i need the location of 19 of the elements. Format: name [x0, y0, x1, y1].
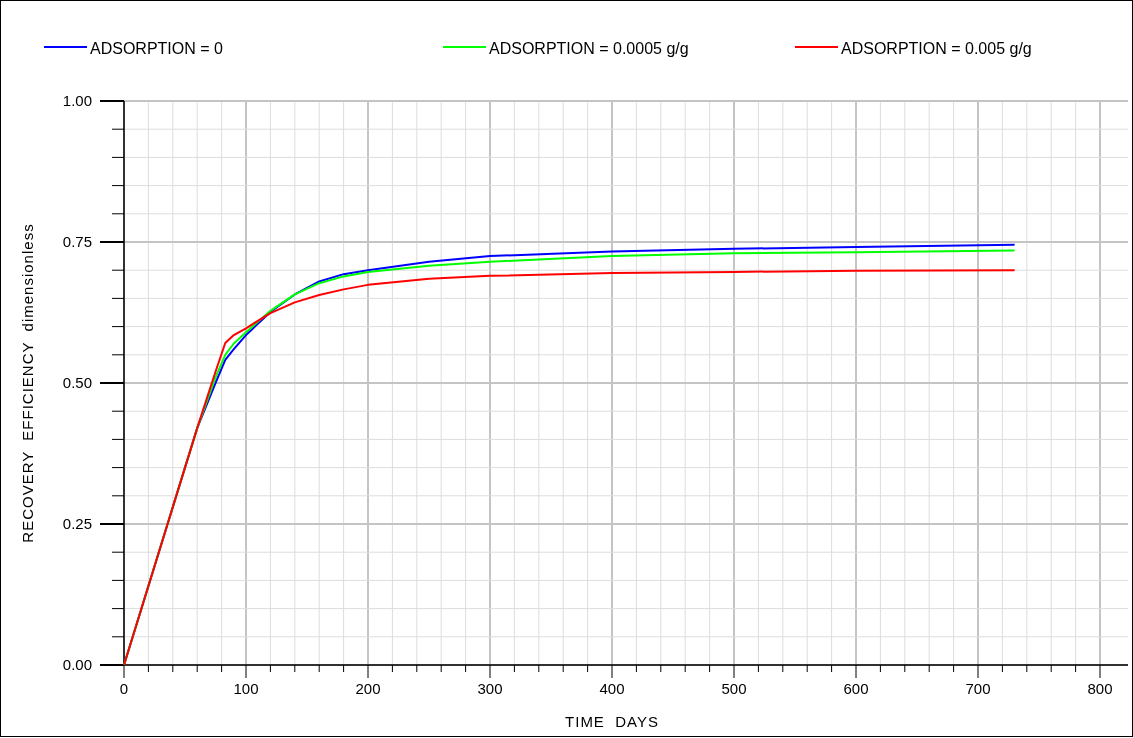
- x-tick-label: 100: [233, 680, 259, 697]
- y-tick-label: 0.25: [62, 515, 92, 532]
- legend-label: ADSORPTION = 0: [90, 40, 224, 57]
- y-tick-label: 1.00: [62, 92, 92, 109]
- x-tick-label: 800: [1087, 680, 1113, 697]
- x-axis-title: TIME DAYS: [565, 713, 659, 730]
- legend-label: ADSORPTION = 0.0005 g/g: [489, 40, 689, 57]
- x-tick-label: 0: [119, 680, 129, 697]
- y-tick-label: 0.00: [62, 656, 92, 673]
- legend-label: ADSORPTION = 0.005 g/g: [841, 40, 1032, 57]
- y-axis-title: RECOVERY EFFICIENCY dimensionless: [19, 223, 36, 543]
- y-tick-label: 0.50: [62, 374, 92, 391]
- x-tick-label: 500: [721, 680, 747, 697]
- x-tick-label: 300: [477, 680, 503, 697]
- x-tick-label: 400: [599, 680, 625, 697]
- x-tick-label: 700: [965, 680, 991, 697]
- y-tick-label: 0.75: [62, 233, 92, 250]
- x-tick-label: 200: [355, 680, 381, 697]
- x-tick-label: 600: [843, 680, 869, 697]
